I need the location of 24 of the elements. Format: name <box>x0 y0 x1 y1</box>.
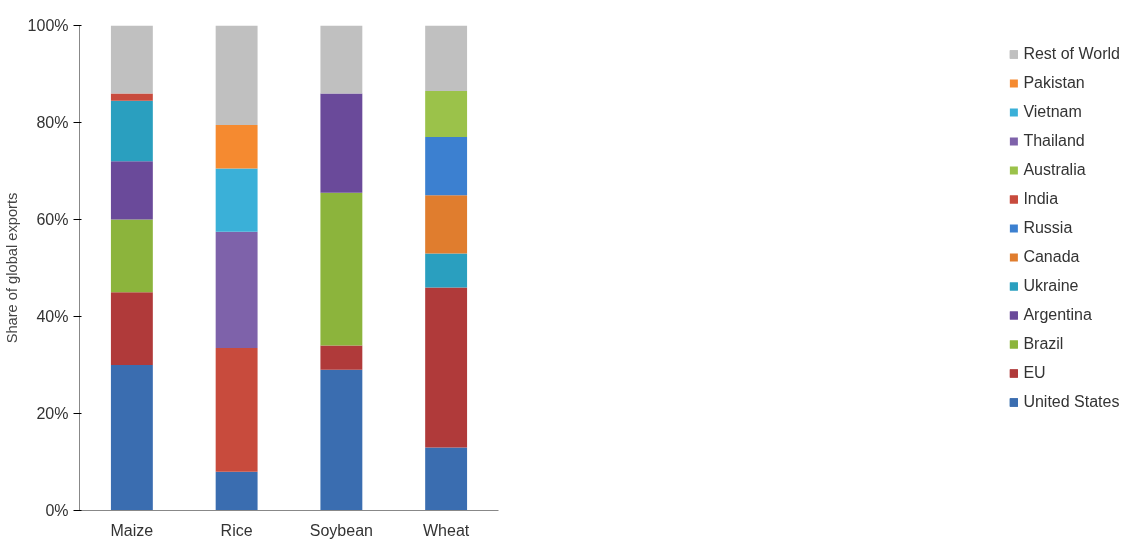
y-axis-title: Share of global exports <box>3 192 20 344</box>
legend-label: United States <box>1023 393 1120 411</box>
y-tick-label: 80% <box>36 114 69 131</box>
legend-label: India <box>1023 190 1059 208</box>
y-tick-label: 100% <box>27 17 69 34</box>
y-tick-label: 40% <box>36 308 69 325</box>
x-tick-label: Maize <box>110 521 154 539</box>
legend-label: Rest of World <box>1023 45 1120 63</box>
legend-label: Vietnam <box>1023 103 1082 121</box>
x-tick-label: Wheat <box>423 521 470 539</box>
legend-label: Australia <box>1023 161 1086 179</box>
y-tick-label: 20% <box>36 405 69 422</box>
legend-label: Ukraine <box>1023 277 1079 295</box>
y-tick-label: 0% <box>45 502 69 519</box>
legend-label: Russia <box>1023 219 1073 237</box>
x-tick-label: Soybean <box>309 521 373 539</box>
legend-label: Thailand <box>1023 132 1085 150</box>
legend-label: Brazil <box>1023 335 1064 353</box>
legend-label: Canada <box>1023 248 1080 266</box>
legend-label: Argentina <box>1023 306 1092 324</box>
x-tick-label: Rice <box>220 521 253 539</box>
y-tick-label: 60% <box>36 211 69 228</box>
legend-label: EU <box>1023 364 1046 382</box>
legend-label: Pakistan <box>1023 74 1085 92</box>
